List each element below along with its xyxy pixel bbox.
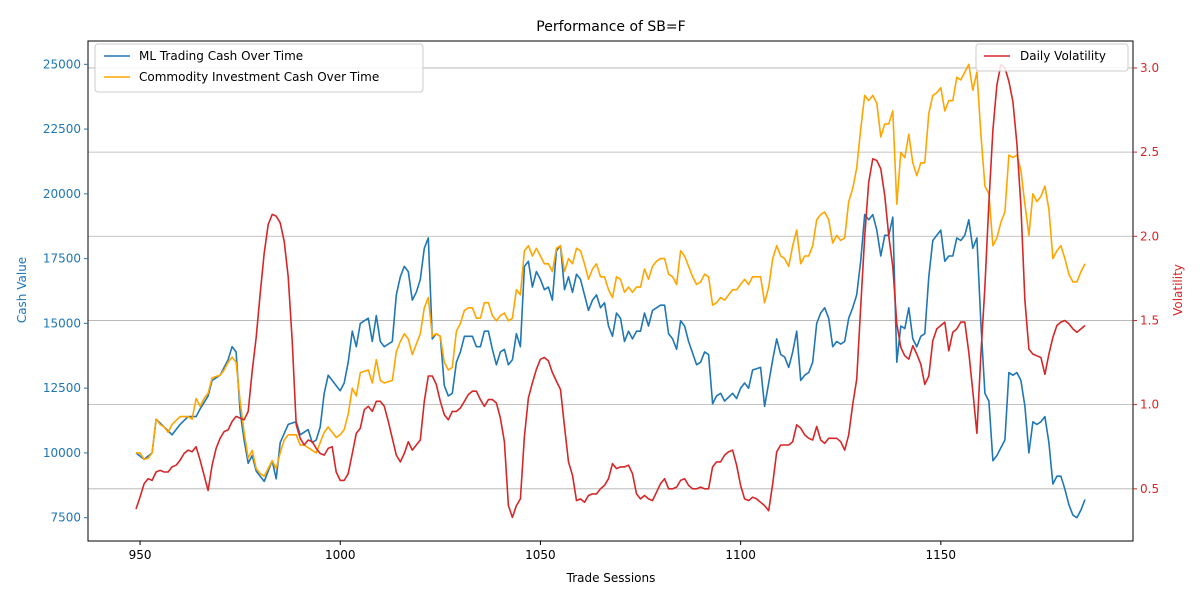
y-axis-right-label: Volatility xyxy=(1171,264,1185,316)
y-axis-right: 0.5 1.0 1.5 2.0 2.5 3.0 xyxy=(1133,61,1159,496)
x-axis: 950 1000 1050 1100 1150 xyxy=(129,541,956,562)
y-axis-left: 7500 10000 12500 15000 17500 20000 22500 25000 xyxy=(43,57,88,525)
legend-left: ML Trading Cash Over Time Commodity Inve… xyxy=(94,43,424,93)
y-right-tick-label: 0.5 xyxy=(1140,482,1159,496)
legend-ml-label: ML Trading Cash Over Time xyxy=(139,49,303,63)
y-left-tick-label: 12500 xyxy=(43,381,81,395)
y-right-tick-label: 1.5 xyxy=(1140,313,1159,327)
x-tick-label: 1000 xyxy=(325,548,356,562)
commodity-cash-line xyxy=(136,63,1086,477)
y-right-tick-label: 3.0 xyxy=(1140,61,1159,75)
plot-area xyxy=(135,63,1086,519)
y-left-tick-label: 25000 xyxy=(43,57,81,71)
x-axis-label: Trade Sessions xyxy=(566,571,656,585)
legend-right: Daily Volatility xyxy=(975,43,1129,72)
legend-right-box xyxy=(975,43,1129,72)
y-right-tick-label: 2.0 xyxy=(1140,229,1159,243)
axes-frame xyxy=(87,40,1134,542)
x-tick-label: 1100 xyxy=(725,548,756,562)
y-left-tick-label: 17500 xyxy=(43,252,81,266)
y-left-tick-label: 7500 xyxy=(50,511,81,525)
legend-volatility-label: Daily Volatility xyxy=(1020,49,1106,63)
legend-commodity-label: Commodity Investment Cash Over Time xyxy=(139,70,379,84)
y-axis-left-label: Cash Value xyxy=(15,257,29,323)
x-tick-label: 1050 xyxy=(525,548,556,562)
daily-volatility-line xyxy=(135,63,1086,519)
y-left-tick-label: 10000 xyxy=(43,446,81,460)
legend-left-box xyxy=(94,43,424,93)
y-right-tick-label: 1.0 xyxy=(1140,398,1159,412)
y-left-tick-label: 20000 xyxy=(43,187,81,201)
y-right-tick-label: 2.5 xyxy=(1140,145,1159,159)
grid xyxy=(88,67,1133,490)
y-left-tick-label: 22500 xyxy=(43,122,81,136)
ml-trading-cash-line xyxy=(135,213,1086,519)
x-tick-label: 950 xyxy=(129,548,152,562)
chart-title: Performance of SB=F xyxy=(536,19,685,35)
x-tick-label: 1150 xyxy=(926,548,957,562)
y-left-tick-label: 15000 xyxy=(43,316,81,330)
